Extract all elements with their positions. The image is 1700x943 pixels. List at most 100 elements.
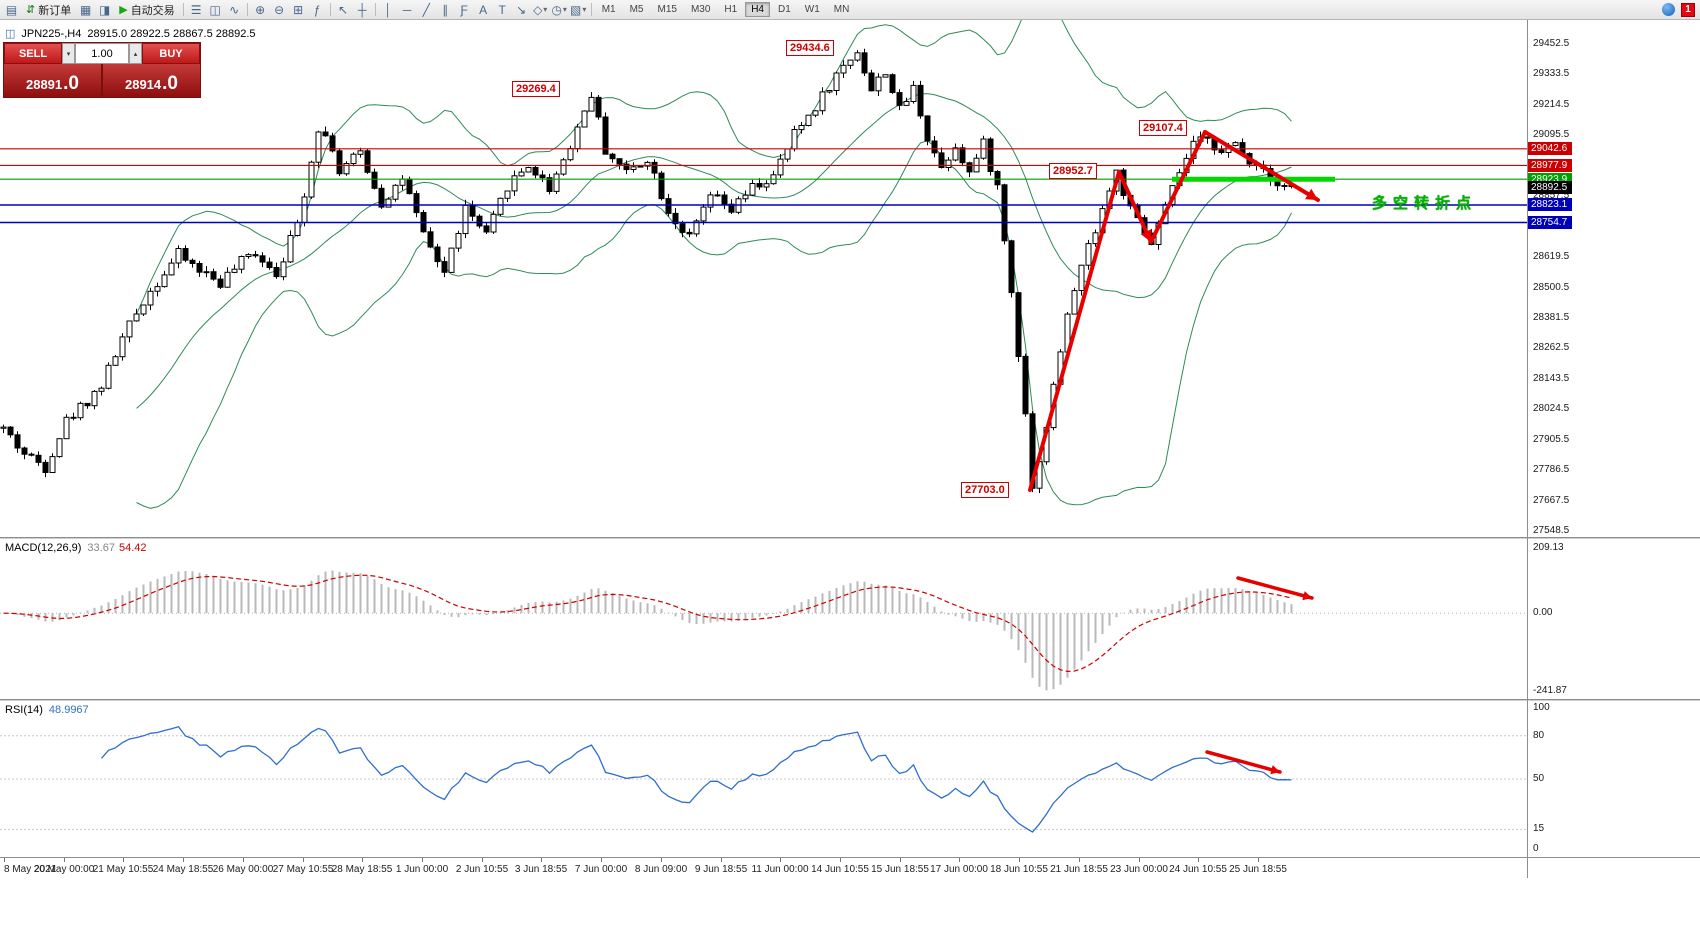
main-chart-panel[interactable]: ◫ JPN225-,H4 28915.0 28922.5 28867.5 288… — [0, 20, 1700, 537]
time-axis-label: 2 Jun 10:55 — [455, 864, 509, 875]
turning-point-label[interactable]: 多空转折点 — [1372, 195, 1478, 212]
panel-divider[interactable] — [0, 537, 1700, 539]
cursor-icon[interactable]: ↖ — [334, 1, 353, 19]
price-annotation[interactable]: 29434.6 — [786, 40, 834, 56]
time-axis[interactable]: 8 May 2021 20 May 00:00 21 May 10:55 24 May… — [0, 857, 1700, 878]
buy-price[interactable]: 28914 .0 — [103, 64, 200, 97]
trendline-icon[interactable]: ╱ — [417, 1, 436, 19]
rsi-trend-arrow[interactable] — [1205, 750, 1282, 775]
time-axis-label: 27 May 10:55 — [272, 864, 334, 875]
time-tick — [123, 858, 124, 862]
sell-price-main: 28891 — [25, 77, 63, 92]
sell-button[interactable]: SELL — [4, 43, 62, 64]
timeframe-m30[interactable]: M30 — [690, 4, 711, 15]
zoom-in-icon: ⊕ — [255, 2, 266, 17]
price-annotation[interactable]: 27703.0 — [961, 482, 1009, 498]
line-chart-icon[interactable]: ∿ — [225, 1, 244, 19]
terminal-icon[interactable]: ▤ — [2, 1, 21, 19]
fibonacci-icon[interactable]: Ƒ — [455, 1, 474, 19]
rsi-name: RSI(14) — [5, 704, 43, 716]
zoom-in-icon[interactable]: ⊕ — [251, 1, 270, 19]
volume-increase-spinner[interactable]: ▴ — [129, 43, 142, 64]
horizontal-line-icon[interactable]: ─ — [398, 1, 417, 19]
timeframe-m5[interactable]: M5 — [629, 4, 644, 15]
periods-dropdown[interactable]: ◷ ▾ — [550, 1, 569, 19]
time-axis-label: 18 Jun 10:55 — [990, 864, 1048, 875]
price-chart-canvas[interactable] — [0, 20, 1527, 537]
macd-panel[interactable]: MACD(12,26,9) 33.67 54.42 209.13 0.00 -241.8… — [0, 539, 1700, 699]
chart-ohlc-values: 28915.0 28922.5 28867.5 28892.5 — [87, 27, 256, 40]
crosshair-icon[interactable]: ┼ — [353, 1, 372, 19]
channel-icon[interactable]: ∥ — [436, 1, 455, 19]
rsi-value: 48.9967 — [48, 704, 89, 716]
new-order-button-label: 新订单 — [38, 4, 72, 17]
charts-icon[interactable]: ▦ — [76, 1, 95, 19]
trend-arrows[interactable] — [1028, 130, 1320, 492]
profiles-icon[interactable]: ◨ — [95, 1, 114, 19]
timeframe-mn[interactable]: MN — [833, 4, 850, 15]
notification-badge[interactable]: 1 — [1681, 2, 1695, 17]
price-annotation[interactable]: 29269.4 — [512, 81, 560, 97]
bar-chart-icon[interactable]: ☰ — [187, 1, 206, 19]
horizontal-line-icon: ─ — [402, 2, 412, 17]
timeframe-w1[interactable]: W1 — [804, 4, 820, 15]
new-order-button[interactable]: ⇵ 新订单 — [21, 1, 76, 19]
time-tick — [900, 858, 901, 862]
time-axis-label: 1 Jun 00:00 — [395, 864, 449, 875]
time-tick — [721, 858, 722, 862]
buy-button[interactable]: BUY — [142, 43, 200, 64]
toolbar-separator — [590, 3, 592, 16]
candlestick-chart-icon[interactable]: ◫ — [206, 1, 225, 19]
time-axis-label: 8 May 2021 — [4, 864, 57, 875]
one-click-trade-panel: SELL ▾ 1.00 ▴ BUY 28891 .0 28914 .0 — [3, 42, 201, 98]
volume-decrease-spinner[interactable]: ▾ — [62, 43, 75, 64]
indicators-icon[interactable]: ƒ — [308, 1, 327, 19]
time-tick — [541, 858, 542, 862]
fibonacci-icon: Ƒ — [460, 2, 468, 17]
axis-separator — [1527, 20, 1528, 878]
price-axis-label: 28024.5 — [1533, 403, 1570, 414]
tile-windows-icon[interactable]: ⊞ — [289, 1, 308, 19]
auto-trading-button[interactable]: ▶ 自动交易 — [114, 1, 179, 19]
time-tick — [482, 858, 483, 862]
price-tag: 28892.5 — [1528, 181, 1572, 194]
volume-input[interactable]: 1.00 — [75, 43, 129, 64]
crosshair-icon: ┼ — [357, 2, 367, 17]
timeframe-m15[interactable]: M15 — [657, 4, 677, 15]
macd-canvas[interactable] — [0, 539, 1527, 699]
zoom-out-icon: ⊖ — [274, 2, 285, 17]
time-axis-label: 21 May 10:55 — [92, 864, 154, 875]
rsi-line — [101, 725, 1292, 833]
time-axis-label: 11 Jun 00:00 — [751, 864, 809, 875]
label-icon[interactable]: T — [493, 1, 512, 19]
timeframe-d1[interactable]: D1 — [778, 4, 791, 15]
price-annotation[interactable]: 28952.7 — [1049, 163, 1097, 179]
arrows-tool-icon[interactable]: ↘ — [512, 1, 531, 19]
time-axis-label: 14 Jun 10:55 — [811, 864, 869, 875]
cursor-icon: ↖ — [338, 2, 349, 17]
timeframe-m1[interactable]: M1 — [601, 4, 616, 15]
text-icon[interactable]: A — [474, 1, 493, 19]
time-tick — [183, 858, 184, 862]
vertical-line-icon: │ — [384, 2, 392, 17]
shapes-dropdown[interactable]: ◇ ▾ — [531, 1, 550, 19]
sell-price[interactable]: 28891 .0 — [4, 64, 101, 97]
price-annotation[interactable]: 29107.4 — [1139, 120, 1187, 136]
timeframe-h1[interactable]: H1 — [724, 4, 738, 15]
price-axis-label: 28619.5 — [1533, 251, 1570, 262]
channel-icon: ∥ — [442, 2, 449, 17]
profiles-icon: ◨ — [99, 2, 111, 17]
timeframe-h4[interactable]: H4 — [745, 2, 770, 17]
status-icon[interactable] — [1662, 3, 1675, 16]
macd-trend-arrow[interactable] — [1236, 576, 1314, 601]
rsi-panel[interactable]: RSI(14) 48.9967 100 80 50 15 0 — [0, 701, 1700, 857]
time-tick — [1198, 858, 1199, 862]
time-tick — [840, 858, 841, 862]
zoom-out-icon[interactable]: ⊖ — [270, 1, 289, 19]
templates-dropdown[interactable]: ▧ ▾ — [569, 1, 588, 19]
vertical-line-icon[interactable]: │ — [379, 1, 398, 19]
horizontal-level-lines[interactable] — [0, 148, 1527, 224]
price-tag: 29042.6 — [1528, 142, 1572, 155]
panel-divider[interactable] — [0, 699, 1700, 701]
rsi-canvas[interactable] — [0, 701, 1527, 857]
